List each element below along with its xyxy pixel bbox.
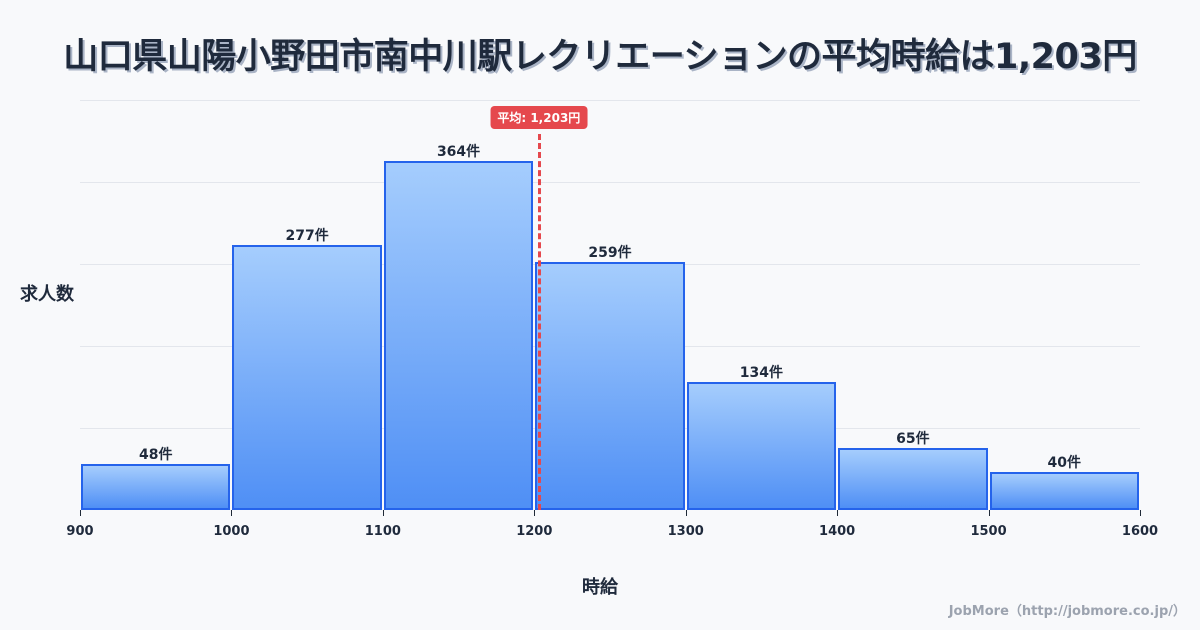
bar-value-label: 134件 — [739, 364, 784, 381]
x-tick — [685, 510, 687, 516]
bar-value-label: 48件 — [138, 447, 173, 464]
histogram-bar — [81, 464, 231, 510]
gridline — [80, 100, 1140, 101]
x-tick — [988, 510, 990, 516]
credit-text: JobMore（http://jobmore.co.jp/） — [948, 604, 1186, 619]
x-tick-label: 1400 — [819, 524, 856, 539]
x-axis-label: 時給 — [582, 577, 618, 598]
bar-value-label: 364件 — [436, 144, 481, 161]
x-tick-label: 1600 — [1121, 524, 1159, 539]
histogram-bar — [838, 447, 988, 510]
chart-title: 山口県山陽小野田市南中川駅レクリエーションの平均時給は1,203円 — [63, 37, 1137, 77]
plot-area: 48件 277件 364件 259件 134件 65件 40件 900 1000 1100 1200… — [66, 100, 1158, 539]
histogram-bar — [535, 261, 685, 510]
y-axis-label: 求人数 — [20, 284, 74, 305]
bar-value-label: 40件 — [1047, 454, 1082, 471]
mean-badge: 平均: 1,203円 — [490, 106, 588, 129]
x-tick — [1140, 510, 1141, 516]
histogram-bar — [232, 244, 382, 510]
bar-value-label: 277件 — [285, 227, 329, 244]
bar-value-label: 259件 — [588, 244, 632, 261]
gridline — [80, 182, 1140, 183]
x-tick-label: 1500 — [970, 524, 1007, 539]
x-tick — [231, 510, 233, 516]
x-tick-label: 1100 — [364, 524, 401, 539]
x-tick-label: 900 — [66, 524, 94, 539]
x-tick — [382, 510, 384, 516]
histogram-bar — [686, 381, 837, 510]
x-tick — [80, 510, 81, 516]
bar-value-label: 65件 — [896, 430, 930, 447]
mean-line — [537, 134, 541, 510]
x-tick — [837, 510, 839, 516]
x-tick-label: 1300 — [667, 524, 704, 539]
x-tick — [534, 510, 536, 516]
x-tick-label: 1200 — [516, 524, 553, 539]
histogram-bar — [383, 161, 534, 510]
x-tick-label: 1000 — [213, 524, 250, 539]
histogram-bar — [989, 471, 1139, 510]
